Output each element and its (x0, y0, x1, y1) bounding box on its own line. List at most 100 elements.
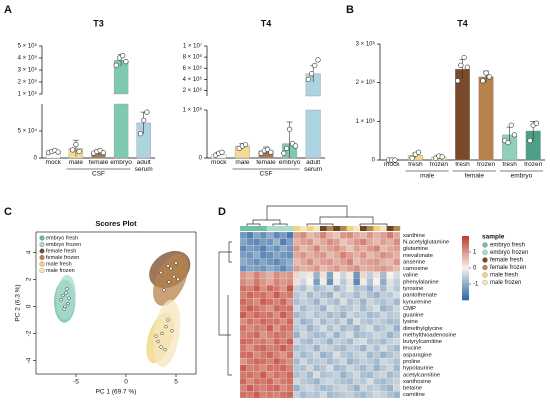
colorbar-step (462, 280, 469, 283)
data-point (511, 132, 518, 138)
heatmap-cell (306, 364, 314, 372)
heatmap-cell (339, 278, 347, 286)
y-tick-label: -2 (26, 330, 33, 336)
heatmap-cell (299, 364, 307, 372)
legend-label: male frozen (46, 268, 75, 274)
heatmap-cell (386, 384, 394, 392)
colorbar-step (462, 271, 469, 274)
heatmap-cell (386, 338, 394, 345)
heatmap-cell (299, 278, 307, 286)
x-tick-label: mock (45, 160, 62, 166)
heatmap-cell (266, 291, 274, 299)
heatmap-cell (259, 265, 267, 272)
heatmap-cell (373, 304, 381, 312)
data-point (176, 277, 180, 281)
heatmap-cell (366, 318, 374, 326)
heatmap-cell (293, 338, 301, 345)
heatmap-cell (266, 265, 274, 272)
bar (478, 76, 494, 161)
x-tick-label: frozen (477, 162, 496, 168)
heatmap-cell (319, 258, 327, 266)
heatmap-cell (293, 358, 301, 365)
heatmap-cell (253, 245, 261, 252)
heatmap-cell (259, 278, 267, 286)
legend-label: male frozen (490, 280, 521, 286)
heatmap-cell (266, 338, 274, 345)
heatmap-cell (259, 338, 267, 345)
data-point (439, 154, 445, 160)
heatmap-cell (333, 358, 341, 365)
colorbar-label: 0 (473, 266, 477, 272)
x-tick-label: embryo (278, 160, 301, 166)
data-point (159, 270, 163, 275)
heatmap-cell (326, 258, 334, 266)
heatmap-cell (253, 271, 261, 279)
heatmap-cell (313, 238, 321, 246)
heatmap-cell (379, 358, 387, 365)
heatmap-cell (373, 251, 381, 259)
sample-annotation (313, 226, 321, 231)
colorbar-step (462, 247, 469, 250)
heatmap-cell (393, 298, 401, 306)
heatmap-cell (279, 258, 287, 266)
heatmap-cell (386, 351, 394, 359)
chart-title: Scores Plot (95, 219, 137, 228)
heatmap-cell (386, 278, 394, 286)
heatmap-cell (279, 238, 287, 246)
heatmap-cell (319, 338, 327, 345)
heatmap-cell (306, 245, 314, 252)
data-point (167, 280, 171, 284)
heatmap-cell (239, 238, 247, 246)
heatmap-cell (239, 298, 247, 306)
heatmap-cell (259, 378, 267, 385)
sample-annotation (286, 226, 294, 231)
colorbar-step (462, 282, 469, 285)
heatmap-cell (259, 251, 267, 259)
heatmap-cell (286, 344, 294, 352)
heatmap-cell (346, 364, 354, 372)
data-point (120, 52, 126, 59)
heatmap-cell (293, 304, 301, 312)
heatmap-cell (346, 331, 354, 339)
heatmap-cell (393, 344, 401, 352)
heatmap-cell (273, 364, 281, 372)
heatmap-cell (346, 231, 354, 239)
heatmap-cell (359, 338, 367, 345)
heatmap-cell (293, 364, 301, 372)
heatmap-cell (286, 324, 294, 332)
row-label: guanine (403, 313, 424, 319)
heatmap-cell (326, 278, 334, 286)
heatmap-cell (373, 271, 381, 279)
heatmap-cell (299, 331, 307, 339)
colorbar-step (462, 263, 469, 266)
row-label: phenylalanine (403, 279, 439, 285)
heatmap-cell (299, 265, 307, 272)
group-label: embryo (511, 173, 533, 180)
heatmap-cell (313, 251, 321, 259)
heatmap-cell (319, 391, 327, 399)
group-label: male (420, 173, 434, 180)
heatmap-cell (239, 271, 247, 279)
row-label: butyrylcarnitine (403, 339, 442, 345)
x-label-box: frozen (477, 162, 496, 168)
heatmap-cell (246, 271, 254, 279)
heatmap-cell (293, 265, 301, 272)
heatmap-cell (353, 311, 361, 319)
heatmap-cell (279, 338, 287, 345)
heatmap-cell (279, 278, 287, 286)
data-point (169, 266, 173, 271)
heatmap-cell (259, 245, 267, 252)
heatmap-cell (319, 298, 327, 306)
y-tick-label: 2 × 10⁶ (356, 79, 376, 86)
heatmap-cell (313, 285, 321, 292)
heatmap-cell (286, 331, 294, 339)
colorbar-step (462, 248, 469, 251)
heatmap-cell (339, 258, 347, 266)
heatmap-cell (353, 251, 361, 259)
colorbar-step (462, 239, 469, 242)
heatmap-cell (286, 278, 294, 286)
heatmap-cell (266, 371, 274, 379)
x-tick-label: male (235, 160, 250, 166)
y-tick-label: 8 × 10⁶ (183, 54, 203, 61)
heatmap-cell (373, 371, 381, 379)
